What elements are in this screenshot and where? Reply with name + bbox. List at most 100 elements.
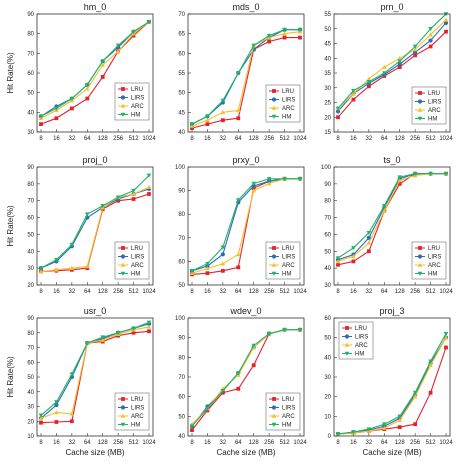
data-point-arc	[351, 253, 356, 259]
y-tick-label: 80	[178, 355, 185, 361]
y-tick-label: 0	[328, 434, 332, 440]
data-point-arc	[146, 184, 152, 190]
data-point-hm	[428, 26, 433, 32]
y-tick-label: 80	[27, 32, 34, 38]
data-point-hm	[38, 266, 44, 271]
data-point-lru	[39, 122, 43, 127]
data-point-lru	[444, 29, 448, 34]
data-point-hm	[115, 43, 121, 48]
x-tick-label: 128	[395, 136, 406, 142]
legend-marker-arc	[120, 103, 126, 108]
legend-label-lru: LRU	[428, 246, 440, 252]
data-point-arc	[115, 48, 121, 54]
x-tick-label: 8	[39, 289, 43, 295]
x-tick-label: 32	[220, 440, 227, 446]
x-tick-label: 32	[220, 136, 227, 142]
data-point-hm	[220, 245, 226, 250]
legend-marker-lru	[345, 326, 349, 330]
data-point-arc	[397, 55, 403, 61]
y-tick-label: 30	[27, 405, 34, 411]
y-tick-label: 60	[27, 216, 34, 222]
y-tick-label: 55	[178, 71, 185, 77]
data-point-hm	[266, 331, 272, 337]
data-point-arc	[412, 47, 418, 52]
series-line-arc	[337, 19, 447, 109]
data-point-arc	[381, 208, 387, 213]
chart-title: usr_0	[84, 306, 107, 316]
y-tick-label: 90	[178, 336, 185, 342]
y-tick-label: 40	[27, 110, 34, 116]
data-point-hm	[351, 88, 356, 94]
chart-panel-wdev-0: wdev_0 40 50 60 70 80 90 100 8 16 32 64 128 256 512 102…	[175, 306, 307, 457]
legend-label-arc: ARC	[131, 263, 144, 269]
data-point-lru	[54, 116, 59, 121]
data-point-hm	[351, 430, 356, 435]
series-line-hm	[191, 329, 300, 427]
data-point-hm	[84, 83, 90, 88]
y-tick-label: 60	[324, 232, 331, 238]
legend: LRU LIRS ARC HM	[411, 241, 447, 280]
data-point-arc	[335, 259, 341, 264]
x-tick-label: 512	[426, 289, 437, 295]
x-tick-label: 1024	[293, 440, 307, 446]
data-point-hm	[366, 427, 372, 432]
x-axis-label: Cache size (MB)	[65, 448, 124, 457]
data-point-lru	[190, 126, 194, 130]
legend-label-hm: HM	[282, 115, 291, 121]
data-point-hm	[115, 330, 121, 336]
data-point-hm	[189, 424, 195, 429]
x-tick-label: 32	[69, 440, 76, 446]
x-tick-label: 8	[190, 289, 194, 295]
data-point-hm	[189, 122, 195, 127]
data-point-arc	[146, 324, 152, 329]
y-tick-label: 20	[324, 395, 331, 401]
legend-marker-arc	[417, 107, 423, 112]
x-tick-label: 16	[53, 440, 60, 446]
plot-frame	[333, 317, 451, 437]
data-point-lru	[251, 363, 256, 368]
y-tick-label: 25	[324, 101, 331, 107]
data-point-arc	[220, 261, 226, 266]
data-point-hm	[54, 106, 59, 111]
legend-marker-lru	[418, 91, 422, 95]
data-point-hm	[220, 98, 226, 103]
legend-label-lirs: LIRS	[282, 98, 295, 104]
data-point-hm	[266, 33, 272, 39]
legend-label-lirs: LIRS	[282, 406, 295, 412]
x-tick-label: 8	[39, 136, 43, 142]
y-tick-label: 40	[27, 390, 34, 396]
y-tick-label: 100	[321, 165, 332, 171]
data-point-arc	[381, 64, 387, 69]
data-point-arc	[397, 178, 403, 183]
data-point-hm	[100, 203, 106, 209]
legend: LRU LIRS ARC HM	[411, 86, 447, 125]
data-point-hm	[205, 261, 210, 267]
series-line-arc	[40, 21, 150, 119]
series-line-arc	[40, 186, 150, 273]
x-tick-label: 16	[350, 440, 357, 446]
legend-marker-hm	[120, 422, 126, 427]
x-tick-label: 128	[98, 136, 109, 142]
data-point-arc	[69, 411, 75, 416]
data-point-lru	[39, 420, 43, 425]
data-point-hm	[381, 203, 387, 209]
y-tick-label: 40	[324, 56, 331, 62]
y-tick-label: 45	[324, 42, 331, 48]
legend-marker-lirs	[417, 254, 423, 259]
x-tick-label: 256	[264, 136, 275, 142]
data-point-lru	[220, 118, 225, 123]
x-tick-label: 1024	[142, 440, 156, 446]
x-tick-label: 512	[280, 136, 291, 142]
data-point-arc	[381, 425, 387, 430]
legend-label-lru: LRU	[131, 397, 143, 403]
y-tick-label: 20	[27, 419, 34, 425]
legend-marker-arc	[120, 262, 126, 267]
y-tick-label: 50	[324, 336, 331, 342]
y-tick-label: 70	[178, 236, 185, 242]
data-point-hm	[266, 177, 272, 182]
chart-panel-proj-3: proj_3 0 10 20 30 40 50 60 8 16 32 64 128 256 512 1024 C…	[324, 306, 453, 457]
y-tick-label: 60	[27, 71, 34, 77]
data-point-arc	[366, 240, 372, 245]
data-point-hm	[84, 341, 90, 346]
data-point-lru	[54, 420, 59, 424]
